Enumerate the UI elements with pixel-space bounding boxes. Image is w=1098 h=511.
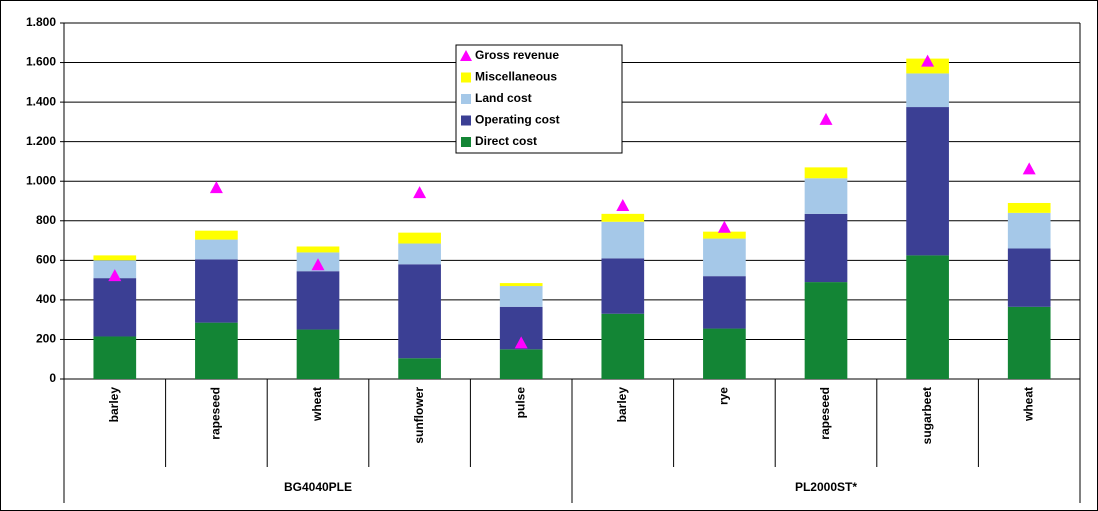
bar-segment bbox=[195, 239, 238, 260]
x-tick-label: rye bbox=[717, 387, 731, 405]
legend-swatch bbox=[461, 72, 471, 83]
legend-label: Direct cost bbox=[475, 134, 537, 148]
y-tick-label: 800 bbox=[36, 213, 56, 227]
group-label: BG4040PLE bbox=[284, 480, 352, 494]
y-tick-label: 1.600 bbox=[26, 55, 56, 69]
bar-segment bbox=[296, 329, 340, 379]
bar-segment bbox=[93, 336, 137, 379]
bar-segment bbox=[499, 349, 543, 379]
bar-segment bbox=[296, 271, 340, 330]
revenue-marker bbox=[616, 198, 630, 211]
bar-segment bbox=[1007, 202, 1051, 213]
bar-segment bbox=[398, 358, 441, 379]
x-tick-label: rapeseed bbox=[818, 387, 832, 440]
bar-segment bbox=[601, 221, 645, 259]
revenue-marker bbox=[209, 181, 223, 194]
y-tick-label: 200 bbox=[36, 332, 56, 346]
bar-segment bbox=[195, 230, 238, 240]
bar-segment bbox=[93, 255, 137, 261]
bar-segment bbox=[398, 243, 441, 265]
revenue-marker bbox=[311, 258, 325, 271]
bar-segment bbox=[195, 259, 238, 323]
x-tick-label: pulse bbox=[513, 387, 527, 419]
revenue-marker bbox=[514, 336, 528, 349]
x-tick-label: sunflower bbox=[412, 387, 426, 444]
bar-segment bbox=[195, 322, 238, 379]
bar-segment bbox=[906, 73, 949, 108]
legend-label: Land cost bbox=[475, 91, 532, 105]
bar-segment bbox=[703, 231, 746, 239]
y-tick-label: 600 bbox=[36, 253, 56, 267]
bar-segment bbox=[601, 213, 645, 222]
bar-segment bbox=[804, 282, 848, 379]
legend-swatch bbox=[461, 94, 471, 104]
bar-segment bbox=[906, 255, 949, 379]
revenue-marker bbox=[108, 269, 122, 282]
bar-segment bbox=[499, 283, 543, 287]
bar-segment bbox=[804, 213, 848, 283]
revenue-marker bbox=[717, 220, 731, 233]
legend-swatch bbox=[461, 115, 471, 126]
bar-segment bbox=[1007, 248, 1051, 307]
bar-segment bbox=[703, 276, 746, 329]
revenue-marker bbox=[1022, 162, 1036, 175]
y-tick-label: 400 bbox=[36, 292, 56, 306]
legend-box bbox=[455, 44, 623, 154]
y-tick-label: 0 bbox=[49, 371, 56, 385]
revenue-marker bbox=[413, 186, 427, 199]
bar-segment bbox=[804, 178, 848, 214]
bar-segment bbox=[93, 278, 137, 337]
bar-segment bbox=[1007, 212, 1051, 249]
y-tick-label: 1.800 bbox=[26, 15, 56, 29]
group-label: PL2000ST* bbox=[795, 480, 857, 494]
bar-segment bbox=[703, 328, 746, 379]
y-tick-label: 1.400 bbox=[26, 94, 56, 108]
bar-segment bbox=[906, 107, 949, 256]
revenue-marker bbox=[921, 54, 935, 67]
x-tick-label: barley bbox=[615, 387, 629, 423]
y-tick-label: 1.200 bbox=[26, 134, 56, 148]
x-tick-label: sugarbeet bbox=[920, 387, 934, 444]
x-tick-label: barley bbox=[107, 387, 121, 423]
x-tick-label: wheat bbox=[1021, 387, 1035, 422]
bar-segment bbox=[804, 167, 848, 179]
revenue-marker bbox=[819, 112, 833, 125]
y-tick-label: 1.000 bbox=[26, 173, 56, 187]
legend-swatch bbox=[461, 137, 471, 147]
legend-label: Operating cost bbox=[475, 113, 560, 127]
bar-segment bbox=[499, 286, 543, 307]
legend-swatch bbox=[460, 50, 472, 61]
bar-segment bbox=[296, 246, 340, 253]
x-tick-label: rapeseed bbox=[209, 387, 223, 440]
bar-segment bbox=[1007, 306, 1051, 379]
bar-segment bbox=[601, 258, 645, 314]
bar-segment bbox=[601, 313, 645, 379]
bar-segment bbox=[703, 238, 746, 277]
legend-label: Gross revenue bbox=[475, 48, 559, 62]
legend-label: Miscellaneous bbox=[475, 70, 557, 84]
bar-segment bbox=[398, 232, 441, 244]
bar-segment bbox=[398, 264, 441, 359]
x-tick-label: wheat bbox=[310, 387, 324, 422]
